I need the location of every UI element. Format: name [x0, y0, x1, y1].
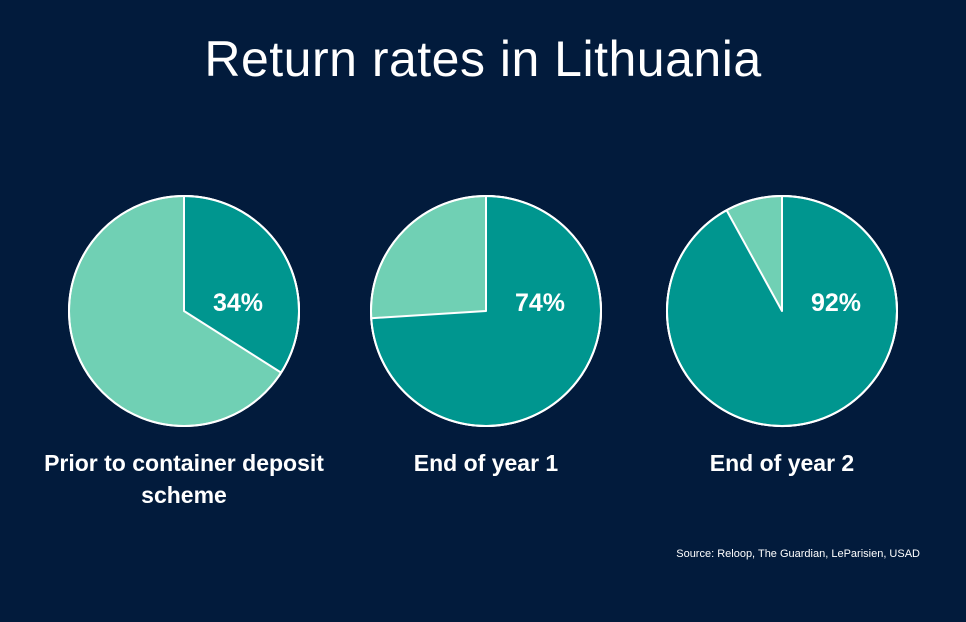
pie-value-label: 74% — [515, 289, 565, 317]
pie-caption-prior: Prior to container deposit scheme — [44, 450, 324, 508]
pie-3: 92% — [666, 195, 898, 427]
pie-outline — [68, 195, 300, 427]
pie-slice-returned — [666, 195, 898, 427]
pie-2: 74% — [370, 195, 602, 427]
source-note: Source: Reloop, The Guardian, LeParisien… — [676, 548, 920, 560]
pie-outline — [666, 195, 898, 427]
pie-value-label: 92% — [811, 289, 861, 317]
pie-caption-year-1: End of year 1 — [413, 450, 559, 476]
pie-value-label: 34% — [213, 289, 263, 317]
pie-caption-year-2: End of year 2 — [709, 450, 855, 476]
chart-title: Return rates in Lithuania — [204, 31, 762, 87]
pie-1: 34% — [68, 195, 300, 427]
pie-outline — [370, 195, 602, 427]
